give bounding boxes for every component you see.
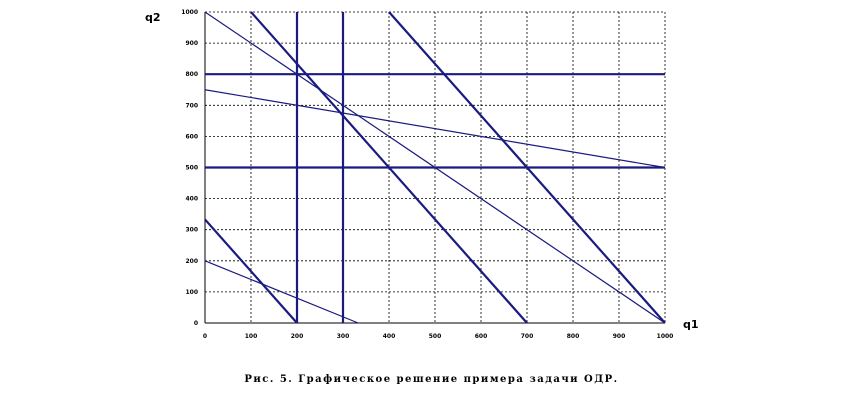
figure-caption: Рис. 5. Графическое решение примера зада…: [244, 374, 619, 385]
y-tick-label: 800: [185, 71, 198, 78]
y-tick-label: 200: [185, 258, 198, 265]
x-tick-label: 400: [383, 333, 396, 340]
y-tick-label: 1000: [181, 9, 198, 16]
series-line-9: [204, 218, 298, 324]
x-tick-label: 300: [337, 333, 350, 340]
y-tick-label: 100: [185, 289, 198, 296]
x-tick-label: 200: [291, 333, 304, 340]
x-tick-label: 100: [245, 333, 258, 340]
y-tick-label: 500: [185, 165, 198, 172]
x-tick-label: 600: [475, 333, 488, 340]
y-tick-label: 300: [185, 227, 198, 234]
x-tick-label: 800: [567, 333, 580, 340]
series-line-10: [204, 260, 359, 324]
y-tick-label: 600: [185, 133, 198, 140]
y-tick-label: 700: [185, 102, 198, 109]
series-line-4: [204, 89, 666, 169]
x-tick-label: 0: [203, 333, 207, 340]
x-tick-label: 500: [429, 333, 442, 340]
x-tick-label: 1000: [657, 333, 674, 340]
y-tick-label: 900: [185, 40, 198, 47]
x-tick-label: 700: [521, 333, 534, 340]
x-axis-label: q1: [683, 318, 699, 331]
y-axis-label: q2: [145, 11, 161, 24]
y-tick-label: 0: [194, 320, 198, 327]
y-tick-label: 400: [185, 196, 198, 203]
chart-ticks: 0 100 200 300 400 500 600 700 800 900 1000 0 100 200 3…: [181, 9, 673, 340]
chart-lines: [204, 11, 666, 324]
x-tick-label: 900: [613, 333, 626, 340]
